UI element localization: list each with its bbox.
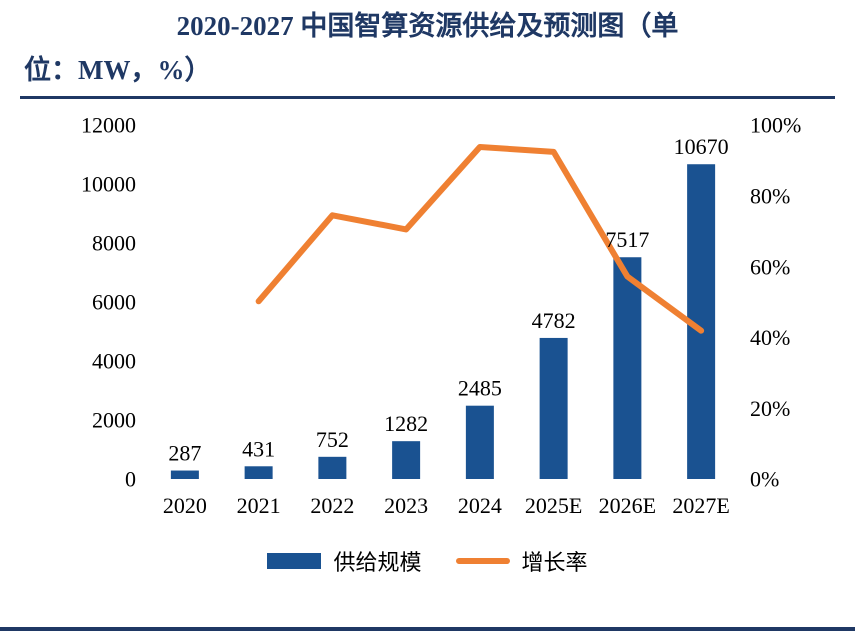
x-axis-label: 2025E bbox=[525, 493, 582, 518]
bar-data-label: 2485 bbox=[458, 376, 502, 401]
bottom-border bbox=[0, 627, 855, 631]
legend-label-growth: 增长率 bbox=[521, 550, 588, 575]
x-axis-label: 2021 bbox=[237, 493, 281, 518]
bar-data-label: 752 bbox=[316, 427, 349, 452]
left-axis-tick: 8000 bbox=[92, 231, 136, 256]
supply-bar bbox=[465, 405, 494, 479]
right-axis-tick: 100% bbox=[750, 113, 801, 138]
right-axis-tick: 20% bbox=[750, 396, 790, 421]
right-axis-tick: 0% bbox=[750, 467, 779, 492]
chart-title-line1: 2020-2027 中国智算资源供给及预测图（单 bbox=[176, 11, 679, 41]
left-axis-tick: 10000 bbox=[81, 172, 136, 197]
right-axis-tick: 40% bbox=[750, 325, 790, 350]
left-axis-tick: 0 bbox=[125, 467, 136, 492]
growth-rate-line bbox=[255, 143, 705, 334]
supply-bar bbox=[244, 466, 273, 479]
left-axis-tick: 2000 bbox=[92, 408, 136, 433]
chart-title: 2020-2027 中国智算资源供给及预测图（单 位：MW，%） bbox=[0, 0, 855, 92]
bar-data-label: 4782 bbox=[532, 308, 576, 333]
title-underline bbox=[20, 96, 835, 99]
bar-data-label: 1282 bbox=[384, 411, 428, 436]
x-axis-label: 2023 bbox=[384, 493, 428, 518]
x-axis-label: 2022 bbox=[310, 493, 354, 518]
x-axis-label: 2027E bbox=[672, 493, 729, 518]
x-axis-label: 2024 bbox=[458, 493, 502, 518]
supply-bar bbox=[539, 337, 568, 479]
bar-data-label: 10670 bbox=[674, 134, 729, 159]
bar-data-label: 287 bbox=[168, 441, 201, 466]
left-axis-tick: 6000 bbox=[92, 290, 136, 315]
chart-legend: 供给规模 增长率 bbox=[0, 545, 855, 577]
x-axis-label: 2026E bbox=[599, 493, 656, 518]
bar-data-label: 431 bbox=[242, 436, 275, 461]
chart-title-line2: 位：MW，%） bbox=[24, 55, 212, 85]
bar-data-label: 7517 bbox=[605, 227, 649, 252]
chart-area: 0 2000 4000 6000 8000 10000 12000 0% 20% 40% 60% 80… bbox=[0, 109, 855, 539]
combo-chart: 0 2000 4000 6000 8000 10000 12000 0% 20% 40% 60% 80… bbox=[81, 113, 801, 518]
supply-bar bbox=[318, 456, 347, 479]
x-axis-label: 2020 bbox=[163, 493, 207, 518]
supply-bar bbox=[170, 470, 199, 479]
left-axis-tick: 12000 bbox=[81, 113, 136, 138]
legend-line-swatch bbox=[455, 558, 510, 564]
legend-bar-swatch bbox=[267, 553, 322, 569]
supply-bar bbox=[613, 257, 642, 479]
left-axis-tick: 4000 bbox=[92, 349, 136, 374]
supply-bar bbox=[392, 441, 421, 479]
legend-label-supply: 供给规模 bbox=[333, 550, 422, 575]
right-axis-tick: 60% bbox=[750, 254, 790, 279]
right-axis-tick: 80% bbox=[750, 184, 790, 209]
